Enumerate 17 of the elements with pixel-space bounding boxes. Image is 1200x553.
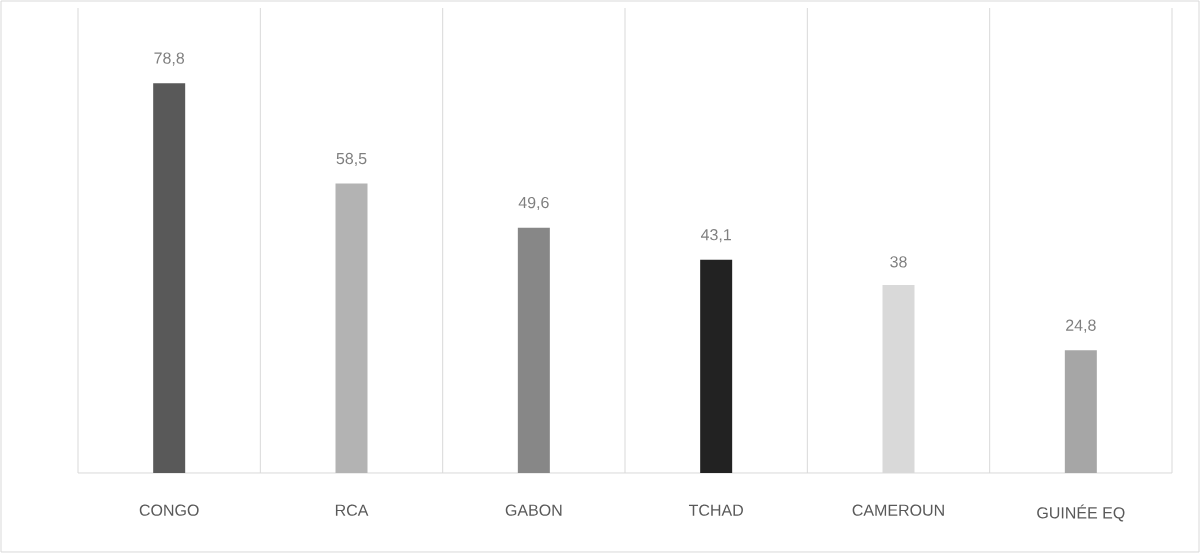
bar (517, 227, 550, 473)
bar (153, 83, 186, 473)
data-label: 78,8 (154, 52, 185, 66)
x-tick-label: CONGO (139, 504, 199, 516)
x-tick-label: GABON (505, 504, 562, 516)
bar (335, 183, 368, 473)
data-label: 43,1 (700, 229, 731, 243)
data-label: 49,6 (518, 196, 549, 211)
data-label: 58,5 (336, 152, 367, 167)
data-label: 38 (890, 256, 907, 268)
x-tick-label: TCHAD (688, 504, 743, 516)
bar (1064, 350, 1097, 473)
x-tick-label: GUINÉE EQ (1037, 504, 1125, 522)
bar (700, 259, 733, 473)
x-tick-label: RCA (335, 504, 369, 516)
data-label: 24,8 (1066, 319, 1096, 333)
x-tick-label: CAMEROUN (852, 504, 944, 516)
